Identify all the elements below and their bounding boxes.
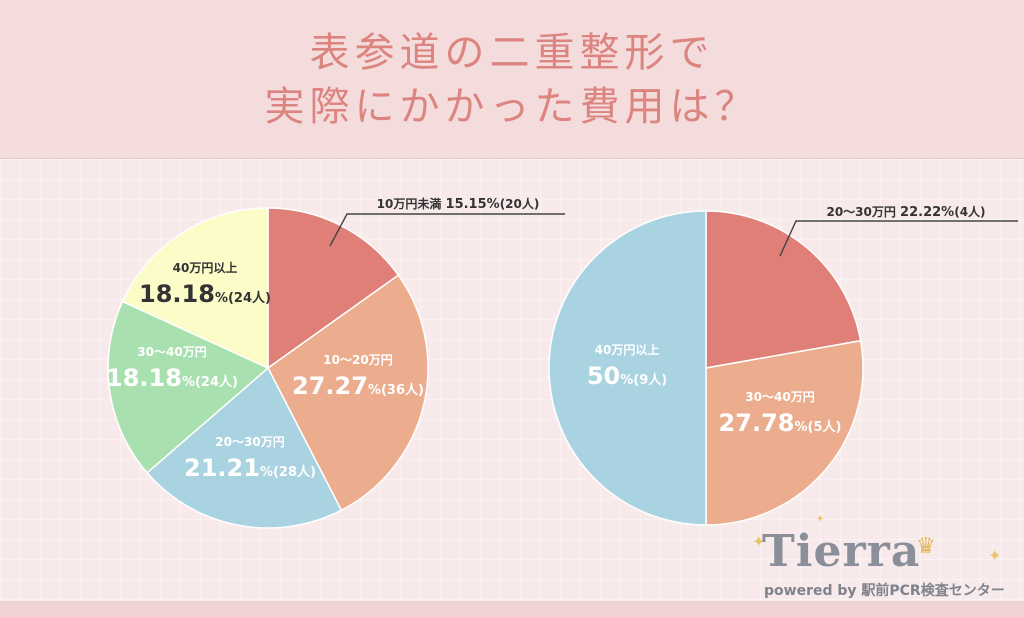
data-label: 27.27%(36人) — [292, 372, 424, 400]
data-label-unit: % — [182, 375, 195, 390]
data-label-unit: % — [368, 383, 381, 398]
data-label-unit: % — [215, 291, 228, 306]
pie-slice — [107, 300, 270, 474]
data-label-value: 18.18 — [139, 280, 215, 308]
slice-category-label: 40万円以上 — [173, 260, 238, 275]
data-label-value: 50 — [587, 362, 620, 390]
pie-chart-2: 20〜30万円 22.22%(4人)30〜40万円27.78%(5人)40万円以… — [548, 204, 1018, 526]
data-label: 18.18%(24人) — [106, 364, 238, 392]
data-label: 50%(9人) — [587, 362, 667, 390]
crown-icon: ♛ — [916, 534, 936, 559]
header: 表参道の二重整形で 実際にかかった費用は？ — [0, 0, 1024, 159]
data-label-count: (20人) — [500, 196, 540, 211]
data-label-value: 27.78 — [719, 409, 795, 437]
data-label-category: 20〜30万円 — [826, 205, 900, 219]
pie-slice — [705, 210, 862, 369]
data-label-count: (24人) — [228, 290, 271, 306]
sparkle-icon: ✦ — [752, 532, 766, 551]
slice-category-label-category: 30〜40万円 — [137, 345, 206, 359]
data-label-unit: % — [794, 420, 807, 435]
data-label-value: 22.22 — [900, 205, 941, 220]
slice-category-label: 40万円以上 — [595, 342, 660, 357]
sparkle-icon: ✦ — [988, 546, 1002, 565]
footer-band — [0, 601, 1024, 617]
pie-slice — [121, 207, 269, 370]
data-label-category: 10万円未満 — [377, 196, 446, 211]
data-label-value: 15.15 — [446, 197, 487, 212]
data-label-count: (36人) — [381, 382, 424, 398]
logo: ✦ ✦ ✦ Tierra ♛ powered by 駅前PCR検査センター — [752, 514, 1018, 602]
slice-category-label-category: 40万円以上 — [595, 342, 660, 357]
chart-title: 表参道の二重整形で 実際にかかった費用は？ — [0, 0, 1024, 134]
logo-tagline: powered by 駅前PCR検査センター — [764, 583, 1005, 599]
logo-wordmark: Tierra — [762, 526, 921, 577]
data-label-count: (24人) — [195, 374, 238, 390]
data-label: 20〜30万円 22.22%(4人) — [826, 204, 985, 220]
data-label-count: (9人) — [633, 372, 667, 388]
slice-category-label: 20〜30万円 — [215, 435, 284, 449]
data-label-unit: % — [620, 373, 633, 388]
data-label-unit: % — [487, 197, 500, 212]
sparkle-icon: ✦ — [816, 514, 825, 525]
pie-slice — [267, 274, 429, 512]
pie-slice — [548, 210, 707, 526]
pie-slice — [705, 339, 864, 526]
chart-title-line1: 表参道の二重整形で — [309, 30, 715, 76]
slice-category-label: 30〜40万円 — [137, 345, 206, 359]
leader-line — [329, 213, 565, 247]
slice-category-label-category: 40万円以上 — [173, 260, 238, 275]
data-label-count: (5人) — [808, 419, 842, 435]
slice-category-label-category: 20〜30万円 — [215, 435, 284, 449]
data-label-unit: % — [260, 465, 273, 480]
pie-slice — [146, 366, 343, 529]
slice-category-label-category: 10〜20万円 — [323, 353, 392, 367]
data-label: 27.78%(5人) — [719, 409, 842, 437]
data-label: 18.18%(24人) — [139, 280, 271, 308]
leader-line — [779, 220, 1018, 257]
data-label: 10万円未満 15.15%(20人) — [377, 196, 540, 212]
data-label-count: (28人) — [273, 464, 316, 480]
data-label-value: 18.18 — [106, 364, 182, 392]
slice-category-label-category: 30〜40万円 — [745, 390, 814, 404]
data-label-value: 27.27 — [292, 372, 368, 400]
data-label-value: 21.21 — [184, 454, 260, 482]
chart-title-line2: 実際にかかった費用は？ — [264, 84, 760, 130]
data-label: 21.21%(28人) — [184, 454, 316, 482]
data-label-count: (4人) — [954, 204, 985, 219]
pie-chart-1: 10万円未満 15.15%(20人)10〜20万円27.27%(36人)20〜3… — [106, 196, 565, 529]
slice-category-label: 10〜20万円 — [323, 353, 392, 367]
data-label-unit: % — [941, 205, 954, 220]
slice-category-label: 30〜40万円 — [745, 390, 814, 404]
